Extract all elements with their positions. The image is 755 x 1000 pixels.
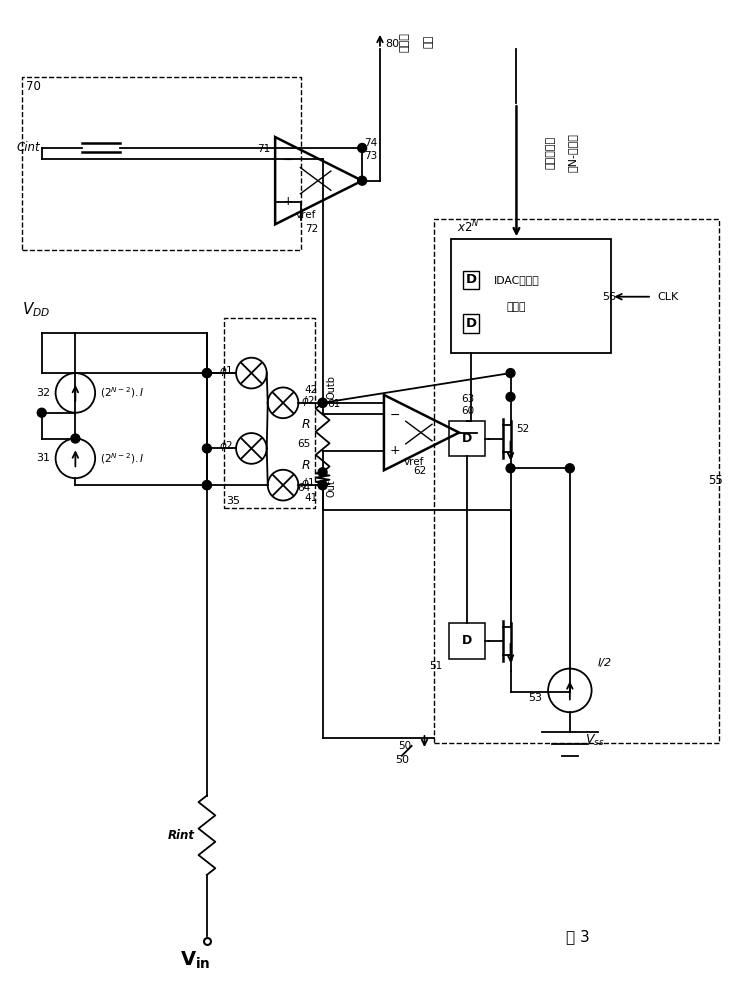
- Text: 输出: 输出: [424, 35, 433, 48]
- Text: $-$: $-$: [282, 153, 293, 166]
- Text: $(2^{N-2}).I$: $(2^{N-2}).I$: [100, 385, 144, 400]
- Text: 50: 50: [396, 755, 410, 765]
- Text: 80: 80: [385, 39, 399, 49]
- Text: 52: 52: [516, 424, 530, 434]
- Bar: [434, 219, 720, 743]
- Bar: [451, 239, 612, 353]
- Text: $\phi$2: $\phi$2: [219, 439, 233, 453]
- Text: CLK: CLK: [657, 292, 678, 302]
- Text: $V_{ss}$: $V_{ss}$: [584, 732, 604, 748]
- Text: 35: 35: [226, 496, 239, 506]
- Bar: [22, 77, 300, 250]
- Text: 70: 70: [26, 80, 41, 93]
- Text: 65: 65: [297, 439, 311, 449]
- Text: D: D: [462, 634, 472, 647]
- Text: 71: 71: [257, 144, 270, 154]
- Circle shape: [202, 481, 211, 490]
- Text: IDAC开关器: IDAC开关器: [494, 275, 539, 285]
- Text: 73: 73: [364, 151, 378, 161]
- Circle shape: [506, 369, 515, 378]
- Text: 56: 56: [602, 292, 617, 302]
- Text: R: R: [302, 459, 311, 472]
- Text: $-$: $-$: [389, 408, 400, 421]
- Circle shape: [358, 143, 367, 152]
- Text: 61: 61: [328, 399, 341, 409]
- Circle shape: [358, 176, 367, 185]
- Text: Out: Out: [327, 479, 337, 497]
- Text: 来自加扰器: 来自加扰器: [545, 136, 555, 169]
- Text: 第一级: 第一级: [399, 32, 410, 52]
- Text: $V_{DD}$: $V_{DD}$: [22, 300, 51, 319]
- Text: $\mathbf{V_{in}}$: $\mathbf{V_{in}}$: [180, 949, 211, 971]
- Text: Outb: Outb: [327, 375, 337, 399]
- Text: vref: vref: [295, 210, 316, 220]
- Bar: [449, 421, 485, 456]
- Circle shape: [318, 398, 327, 407]
- Text: $x2^N$: $x2^N$: [457, 219, 480, 236]
- Text: 41: 41: [304, 493, 318, 503]
- Bar: [449, 623, 485, 659]
- Circle shape: [565, 464, 575, 473]
- Text: $\phi$1: $\phi$1: [219, 364, 233, 378]
- Text: $\phi$1: $\phi$1: [301, 476, 316, 490]
- Text: $+$: $+$: [282, 195, 293, 208]
- Text: D: D: [462, 432, 472, 445]
- Text: 60: 60: [461, 406, 474, 416]
- Bar: [223, 318, 315, 508]
- Circle shape: [318, 468, 327, 477]
- Text: 31: 31: [37, 453, 51, 463]
- Circle shape: [318, 398, 327, 407]
- Text: 42: 42: [304, 385, 318, 395]
- Circle shape: [37, 408, 46, 417]
- Text: 53: 53: [528, 693, 542, 703]
- Text: 驱动器: 驱动器: [507, 302, 526, 312]
- Text: D: D: [465, 273, 476, 286]
- Text: Rint: Rint: [168, 829, 195, 842]
- Text: 的N-位数据: 的N-位数据: [568, 133, 578, 172]
- Text: vref: vref: [404, 457, 424, 467]
- Text: 62: 62: [413, 466, 427, 476]
- Text: $\phi$2: $\phi$2: [301, 394, 316, 408]
- Text: R: R: [302, 418, 311, 431]
- Text: $+$: $+$: [389, 444, 400, 457]
- Text: 64: 64: [297, 483, 311, 493]
- Text: 55: 55: [708, 474, 723, 487]
- Circle shape: [506, 464, 515, 473]
- Text: 32: 32: [36, 388, 51, 398]
- Text: 72: 72: [306, 224, 319, 234]
- Text: 图 3: 图 3: [566, 929, 590, 944]
- Text: 50: 50: [399, 741, 411, 751]
- Circle shape: [318, 481, 327, 490]
- Circle shape: [506, 392, 515, 401]
- Circle shape: [71, 434, 80, 443]
- Circle shape: [202, 369, 211, 378]
- Text: 51: 51: [429, 661, 442, 671]
- Text: $(2^{N-2}).I$: $(2^{N-2}).I$: [100, 451, 144, 466]
- Circle shape: [202, 444, 211, 453]
- Text: 63: 63: [461, 394, 474, 404]
- Text: Cint: Cint: [16, 141, 40, 154]
- Circle shape: [202, 369, 211, 378]
- Text: D: D: [465, 317, 476, 330]
- Circle shape: [202, 481, 211, 490]
- Text: I/2: I/2: [597, 658, 612, 668]
- Text: 74: 74: [364, 138, 378, 148]
- Circle shape: [318, 481, 327, 490]
